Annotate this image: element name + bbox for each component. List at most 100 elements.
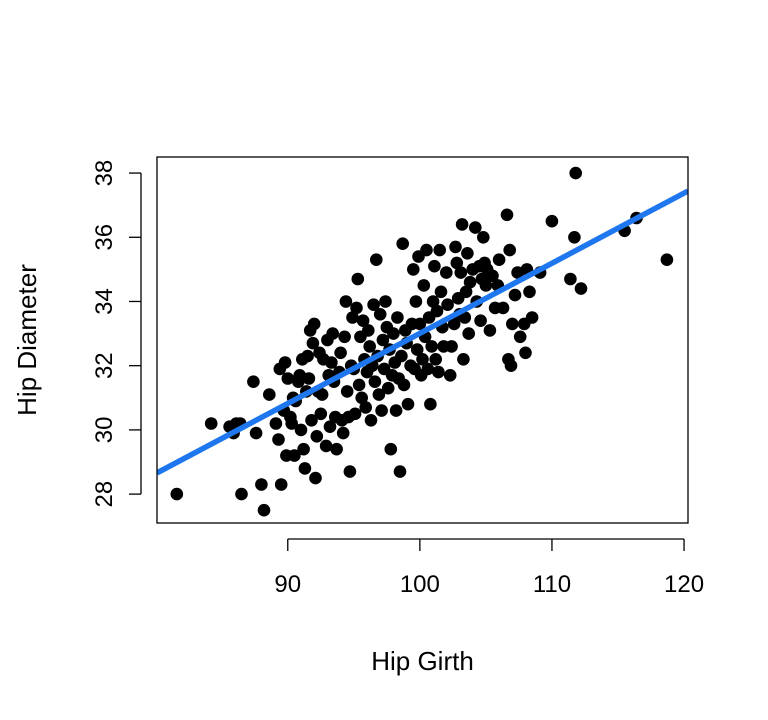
x-axis-label: Hip Girth	[371, 646, 474, 676]
data-point-78	[364, 414, 378, 427]
data-point-97	[389, 404, 403, 417]
data-point-122	[424, 397, 437, 411]
data-point-145	[458, 311, 472, 324]
data-point-112	[410, 343, 424, 356]
data-point-139	[450, 256, 464, 270]
y-tick-label-2: 32	[91, 352, 118, 379]
data-point-137	[447, 317, 461, 331]
data-point-81	[368, 375, 382, 389]
data-point-58	[338, 330, 351, 344]
data-point-158	[479, 279, 493, 292]
data-point-147	[461, 247, 474, 260]
data-point-149	[463, 275, 477, 289]
data-point-151	[469, 221, 482, 234]
data-point-6	[235, 487, 248, 501]
data-point-37	[307, 317, 321, 331]
data-point-87	[376, 333, 390, 347]
data-point-135	[443, 369, 457, 382]
data-point-143	[455, 218, 469, 231]
data-point-66	[348, 407, 362, 421]
data-point-136	[445, 340, 458, 353]
x-tick-label-3: 120	[664, 571, 704, 598]
data-point-171	[508, 288, 522, 302]
data-point-138	[449, 240, 462, 254]
data-point-119	[420, 243, 433, 257]
x-tick-label-2: 110	[533, 571, 571, 598]
data-point-19	[281, 372, 295, 385]
data-point-7	[247, 375, 260, 389]
data-point-103	[397, 378, 411, 392]
data-point-148	[462, 327, 476, 340]
data-point-116	[416, 353, 429, 366]
data-point-173	[513, 330, 527, 344]
data-point-89	[379, 295, 392, 308]
data-point-15	[274, 478, 288, 491]
x-tick-label-0: 90	[274, 571, 301, 598]
data-point-130	[434, 285, 448, 299]
data-point-64	[346, 311, 359, 324]
data-point-30	[298, 462, 312, 475]
data-point-8	[249, 426, 263, 440]
data-point-43	[315, 388, 329, 401]
data-point-71	[355, 391, 369, 405]
data-point-11	[263, 388, 276, 401]
data-point-10	[257, 503, 271, 517]
data-point-154	[474, 314, 487, 328]
data-point-129	[433, 243, 447, 257]
data-point-98	[391, 311, 404, 324]
data-point-178	[525, 311, 539, 324]
data-point-27	[294, 423, 308, 437]
scatter-points	[170, 166, 674, 517]
data-point-85	[373, 308, 387, 321]
data-point-9	[255, 478, 268, 491]
data-point-29	[297, 442, 310, 456]
data-point-120	[421, 362, 435, 376]
data-point-168	[503, 243, 516, 257]
data-point-48	[323, 420, 337, 434]
data-point-117	[417, 279, 431, 292]
x-tick-label-1: 100	[400, 571, 440, 598]
plot-frame	[156, 156, 689, 524]
data-point-21	[285, 417, 299, 430]
data-point-72	[356, 314, 370, 328]
data-point-77	[363, 340, 377, 353]
y-tick-label-4: 36	[91, 224, 118, 251]
data-point-134	[441, 298, 454, 312]
data-point-33	[302, 372, 316, 385]
data-point-125	[428, 259, 441, 273]
data-point-160	[483, 324, 497, 337]
data-point-111	[409, 295, 423, 308]
data-point-182	[568, 231, 581, 244]
data-point-95	[387, 327, 400, 340]
data-point-67	[350, 301, 363, 315]
data-point-17	[278, 356, 292, 369]
data-point-42	[314, 407, 328, 421]
data-point-166	[500, 208, 514, 222]
data-point-55	[334, 346, 347, 360]
data-point-45	[319, 439, 333, 453]
data-point-80	[367, 298, 380, 312]
data-point-187	[660, 253, 674, 266]
axes: 90 100 110 120 28 30 32 34 36 38	[91, 156, 704, 598]
data-point-161	[486, 269, 499, 283]
regression-line-layer	[157, 188, 688, 476]
y-axis-label: Hip Diameter	[12, 264, 42, 416]
data-point-142	[454, 266, 468, 279]
y-tick-label-5: 38	[91, 160, 118, 187]
data-point-23	[288, 449, 301, 462]
y-tick-label-3: 34	[91, 288, 118, 315]
data-point-109	[407, 263, 420, 276]
data-point-133	[440, 266, 453, 279]
data-point-12	[269, 417, 283, 430]
data-point-57	[336, 426, 350, 440]
data-point-128	[432, 365, 445, 379]
data-point-181	[564, 272, 577, 286]
data-point-126	[429, 353, 443, 366]
data-point-146	[459, 285, 473, 299]
data-point-180	[545, 214, 559, 228]
data-point-39	[310, 430, 324, 443]
data-point-36	[306, 336, 320, 350]
data-point-32	[301, 349, 314, 363]
data-point-0	[170, 487, 184, 501]
